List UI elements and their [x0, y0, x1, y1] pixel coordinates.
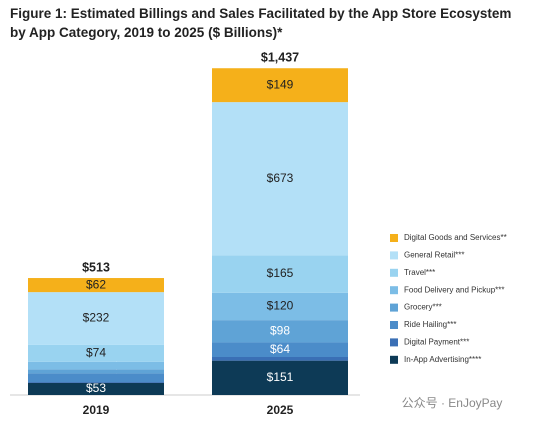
legend-label: Food Delivery and Pickup***	[404, 285, 505, 294]
bar-segment	[28, 292, 164, 345]
bar-segment	[212, 360, 348, 395]
x-tick-label: 2025	[267, 403, 294, 417]
bar-segment	[28, 373, 164, 383]
legend-swatch	[390, 338, 398, 347]
legend-swatch	[390, 355, 398, 364]
bar-segment	[212, 342, 348, 357]
bar-segment	[212, 255, 348, 293]
legend-label: In-App Advertising****	[404, 355, 481, 364]
bar-segment	[28, 344, 164, 362]
legend-swatch	[390, 321, 398, 329]
bar-segment	[212, 320, 348, 343]
value-label: $151	[267, 370, 294, 384]
legend-label: Travel***	[404, 268, 435, 277]
legend-swatch	[390, 303, 398, 312]
value-label: $149	[267, 77, 294, 91]
title-box: Figure 1: Estimated Billings and Sales F…	[10, 6, 512, 40]
legend-swatch	[390, 286, 398, 295]
bar-segment	[28, 361, 164, 370]
legend-label: Ride Hailing***	[404, 320, 456, 329]
bar-segment	[28, 382, 164, 383]
total-label: $1,437	[261, 51, 299, 65]
value-label: $673	[267, 171, 294, 185]
value-label: $74	[86, 346, 106, 360]
bar-segment	[212, 356, 348, 361]
value-label: $165	[267, 266, 294, 280]
value-label: $98	[270, 323, 290, 337]
bar-segment	[212, 292, 348, 321]
legend-swatch	[390, 251, 398, 260]
legend-label: General Retail***	[404, 251, 464, 260]
x-tick-label: 2019	[83, 403, 110, 417]
value-label: $62	[86, 277, 106, 291]
value-label: $64	[270, 342, 290, 356]
bar-segment	[28, 382, 164, 395]
chart-title: Figure 1: Estimated Billings and Sales F…	[10, 6, 512, 40]
bar-segment	[212, 102, 348, 256]
bar-segment	[28, 369, 164, 374]
legend-label: Digital Payment***	[404, 338, 469, 347]
bar-segment	[28, 278, 164, 293]
value-label: $53	[86, 381, 106, 395]
legend-label: Grocery***	[404, 303, 442, 312]
watermark: 公众号 · EnJoyPay	[402, 396, 503, 410]
value-label: $120	[267, 299, 294, 313]
value-label: $232	[83, 311, 110, 325]
total-label: $513	[82, 260, 110, 274]
legend-swatch	[390, 234, 398, 242]
legend-swatch	[390, 268, 398, 277]
bar-segment	[212, 68, 348, 103]
legend-label: Digital Goods and Services**	[404, 233, 507, 242]
